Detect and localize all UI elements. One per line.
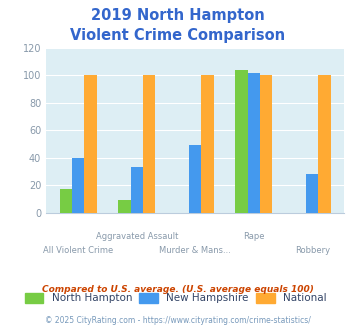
Text: 2019 North Hampton: 2019 North Hampton	[91, 8, 264, 23]
Text: Violent Crime Comparison: Violent Crime Comparison	[70, 28, 285, 43]
Text: Robbery: Robbery	[295, 246, 330, 255]
Text: Compared to U.S. average. (U.S. average equals 100): Compared to U.S. average. (U.S. average …	[42, 285, 313, 294]
Bar	[306, 174, 318, 213]
Bar	[143, 75, 155, 213]
Legend: North Hampton, New Hampshire, National: North Hampton, New Hampshire, National	[24, 293, 327, 303]
Bar	[131, 168, 143, 213]
Bar	[118, 201, 131, 213]
Bar	[72, 158, 84, 213]
Bar	[318, 75, 331, 213]
Text: Rape: Rape	[243, 232, 264, 241]
Bar	[260, 75, 272, 213]
Text: Aggravated Assault: Aggravated Assault	[95, 232, 178, 241]
Bar	[247, 73, 260, 213]
Bar	[235, 70, 247, 213]
Bar	[201, 75, 214, 213]
Text: © 2025 CityRating.com - https://www.cityrating.com/crime-statistics/: © 2025 CityRating.com - https://www.city…	[45, 316, 310, 325]
Bar	[60, 189, 72, 213]
Text: All Violent Crime: All Violent Crime	[43, 246, 114, 255]
Bar	[84, 75, 97, 213]
Text: Murder & Mans...: Murder & Mans...	[159, 246, 231, 255]
Bar	[189, 146, 201, 213]
